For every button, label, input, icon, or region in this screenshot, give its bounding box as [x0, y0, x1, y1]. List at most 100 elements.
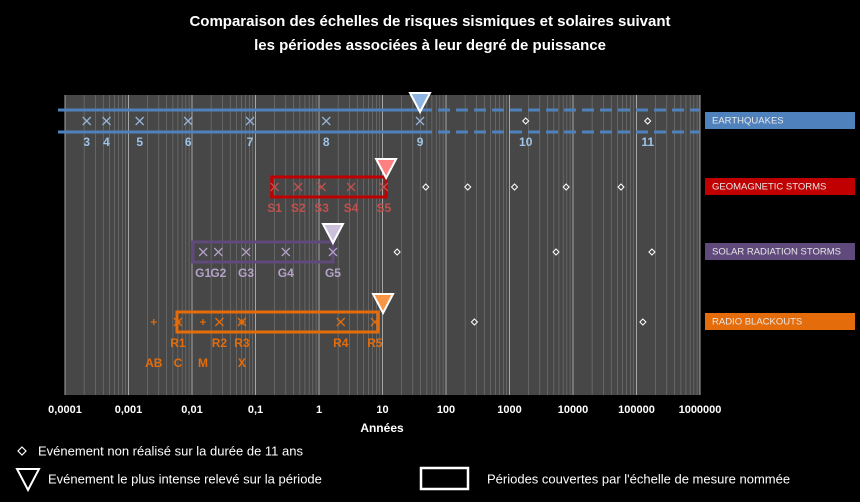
unrealized-marker: [562, 183, 570, 191]
level-label: R3: [234, 336, 250, 350]
marker-shape: [336, 317, 346, 327]
marker-shape: [281, 247, 291, 257]
x-tick-label: 10: [376, 404, 388, 416]
level-label: R2: [212, 336, 228, 350]
unrealized-marker: [393, 248, 401, 256]
level-label: R5: [367, 336, 383, 350]
x-tick-label: 1000: [497, 404, 521, 416]
marker-shape: [328, 247, 338, 257]
level-marker: [317, 182, 327, 192]
row-name-box: [705, 178, 855, 195]
level-marker: [293, 182, 303, 192]
level-marker: [82, 116, 92, 126]
legend-box: [419, 466, 470, 491]
level-marker: [183, 116, 193, 126]
class-label: X: [238, 356, 246, 370]
row-name: SOLAR RADIATION STORMS: [712, 247, 841, 258]
level-marker: [415, 116, 425, 126]
level-label: G1: [195, 266, 211, 280]
level-marker: [321, 116, 331, 126]
level-marker: [241, 247, 251, 257]
max-event-marker: [374, 158, 398, 181]
x-tick-label: 100000: [618, 404, 655, 416]
unrealized-marker: [648, 248, 656, 256]
class-label: AB: [145, 356, 163, 370]
marker-shape: [270, 182, 280, 192]
marker-shape: [317, 182, 327, 192]
class-marker: [238, 319, 245, 325]
unrealized-marker: [643, 117, 652, 125]
level-label: 3: [83, 135, 90, 149]
level-label: 8: [323, 135, 330, 149]
legend-label: Evénement le plus intense relevé sur la …: [48, 471, 322, 486]
legend-triangle: [15, 468, 41, 493]
level-label: 6: [185, 135, 192, 149]
row-name: GEOMAGNETIC STORMS: [712, 182, 826, 193]
marker-shape: [102, 116, 111, 126]
level-label: R1: [170, 336, 186, 350]
marker-shape: [82, 116, 92, 126]
x-tick-label: 1: [316, 404, 322, 416]
level-marker: [370, 317, 380, 327]
unrealized-marker: [422, 183, 430, 191]
level-label: S3: [314, 201, 329, 215]
unrealized-marker: [510, 183, 519, 191]
level-marker: [328, 247, 338, 257]
marker-shape: [370, 317, 380, 327]
unrealized-marker: [617, 183, 625, 191]
level-label: 11: [641, 135, 654, 149]
level-marker: [336, 317, 346, 327]
x-tick-label: 0,1: [248, 404, 263, 416]
unrealized-marker: [639, 318, 647, 326]
max-event-marker: [371, 293, 395, 316]
class-marker: [150, 319, 157, 325]
level-label: 9: [417, 135, 424, 149]
marker-shape: [214, 317, 224, 327]
unrealized-marker: [464, 183, 472, 191]
marker-shape: [346, 182, 356, 192]
marker-shape: [198, 247, 208, 257]
unrealized-marker: [552, 248, 560, 256]
level-marker: [198, 247, 208, 257]
scale-period: [270, 175, 388, 199]
class-label: M: [198, 356, 208, 370]
max-event-marker: [321, 223, 345, 246]
marker-shape: [174, 319, 181, 325]
legend-diamond: [17, 446, 27, 456]
x-tick-label: 0,01: [181, 404, 202, 416]
level-marker: [102, 116, 111, 126]
level-label: R4: [333, 336, 349, 350]
legend-label: Evénement non réalisé sur la durée de 11…: [38, 443, 303, 458]
level-marker: [270, 182, 280, 192]
level-label: 4: [103, 135, 110, 149]
level-label: G5: [325, 266, 341, 280]
level-marker: [214, 317, 224, 327]
level-label: S4: [344, 201, 359, 215]
level-label: G3: [238, 266, 254, 280]
row-name-box: [705, 243, 855, 260]
unrealized-marker: [522, 117, 530, 125]
marker-shape: [213, 247, 223, 257]
chart-title: Comparaison des échelles de risques sism…: [189, 13, 670, 30]
marker-shape: [293, 182, 303, 192]
max-event-marker: [408, 92, 432, 115]
plot: 0,0001 0,001 0,01 0,1 1 10 100 1000 10000 100000 1…: [15, 92, 855, 493]
x-tick-label: 0,0001: [48, 404, 82, 416]
level-label: 7: [247, 135, 254, 149]
marker-shape: [245, 116, 255, 126]
level-marker: [379, 182, 389, 192]
level-marker: [346, 182, 356, 192]
marker-shape: [135, 116, 145, 126]
level-marker: [245, 116, 255, 126]
class-label: C: [174, 356, 183, 370]
marker-shape: [415, 116, 425, 126]
row-name: EARTHQUAKES: [712, 116, 784, 127]
level-label: 10: [519, 135, 533, 149]
level-label: S2: [291, 201, 306, 215]
marker-shape: [321, 116, 331, 126]
row-name-box: [705, 112, 855, 129]
row-name-box: [705, 313, 855, 330]
x-tick-label: 10000: [558, 404, 589, 416]
level-marker: [213, 247, 223, 257]
x-tick-label: 0,001: [115, 404, 143, 416]
